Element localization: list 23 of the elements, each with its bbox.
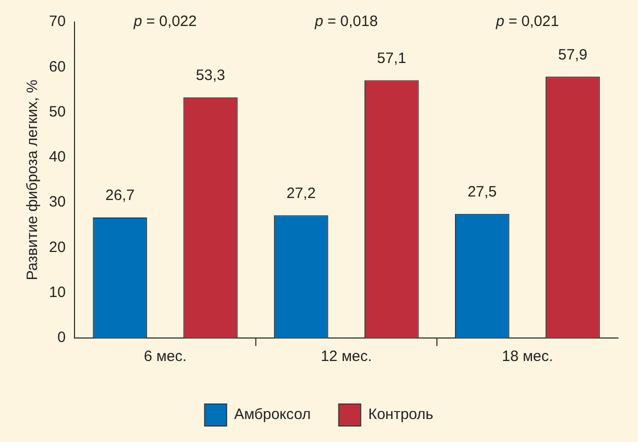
data-label: 57,1 <box>377 50 406 67</box>
data-label: 57,9 <box>558 46 588 64</box>
x-tick-label: 6 мес. <box>144 348 187 366</box>
y-tick-label: 30 <box>48 194 66 211</box>
data-label: 27,5 <box>468 184 497 200</box>
annotation: p = 0,018 <box>314 13 378 30</box>
legend-label: Амброксол <box>234 406 311 424</box>
y-tick-label: 60 <box>48 58 66 76</box>
y-tick-label: 0 <box>57 329 66 346</box>
y-tick-label: 20 <box>48 238 66 256</box>
y-axis-title: Развитие фиброза легких, % <box>24 80 42 280</box>
y-tick-label: 70 <box>48 13 66 30</box>
legend-label: Контроль <box>368 406 434 424</box>
annotation: p = 0,022 <box>132 13 197 30</box>
x-tick-label: 18 мес. <box>502 348 554 366</box>
data-label: 53,3 <box>196 67 226 84</box>
y-tick-label: 40 <box>48 148 66 166</box>
data-label: 26,7 <box>105 187 135 204</box>
x-tick-label: 12 мес. <box>320 348 372 366</box>
data-label: 27,2 <box>286 184 316 202</box>
y-tick-label: 50 <box>48 103 66 120</box>
y-tick-label: 10 <box>48 284 66 301</box>
annotation: p = 0,021 <box>494 13 559 30</box>
